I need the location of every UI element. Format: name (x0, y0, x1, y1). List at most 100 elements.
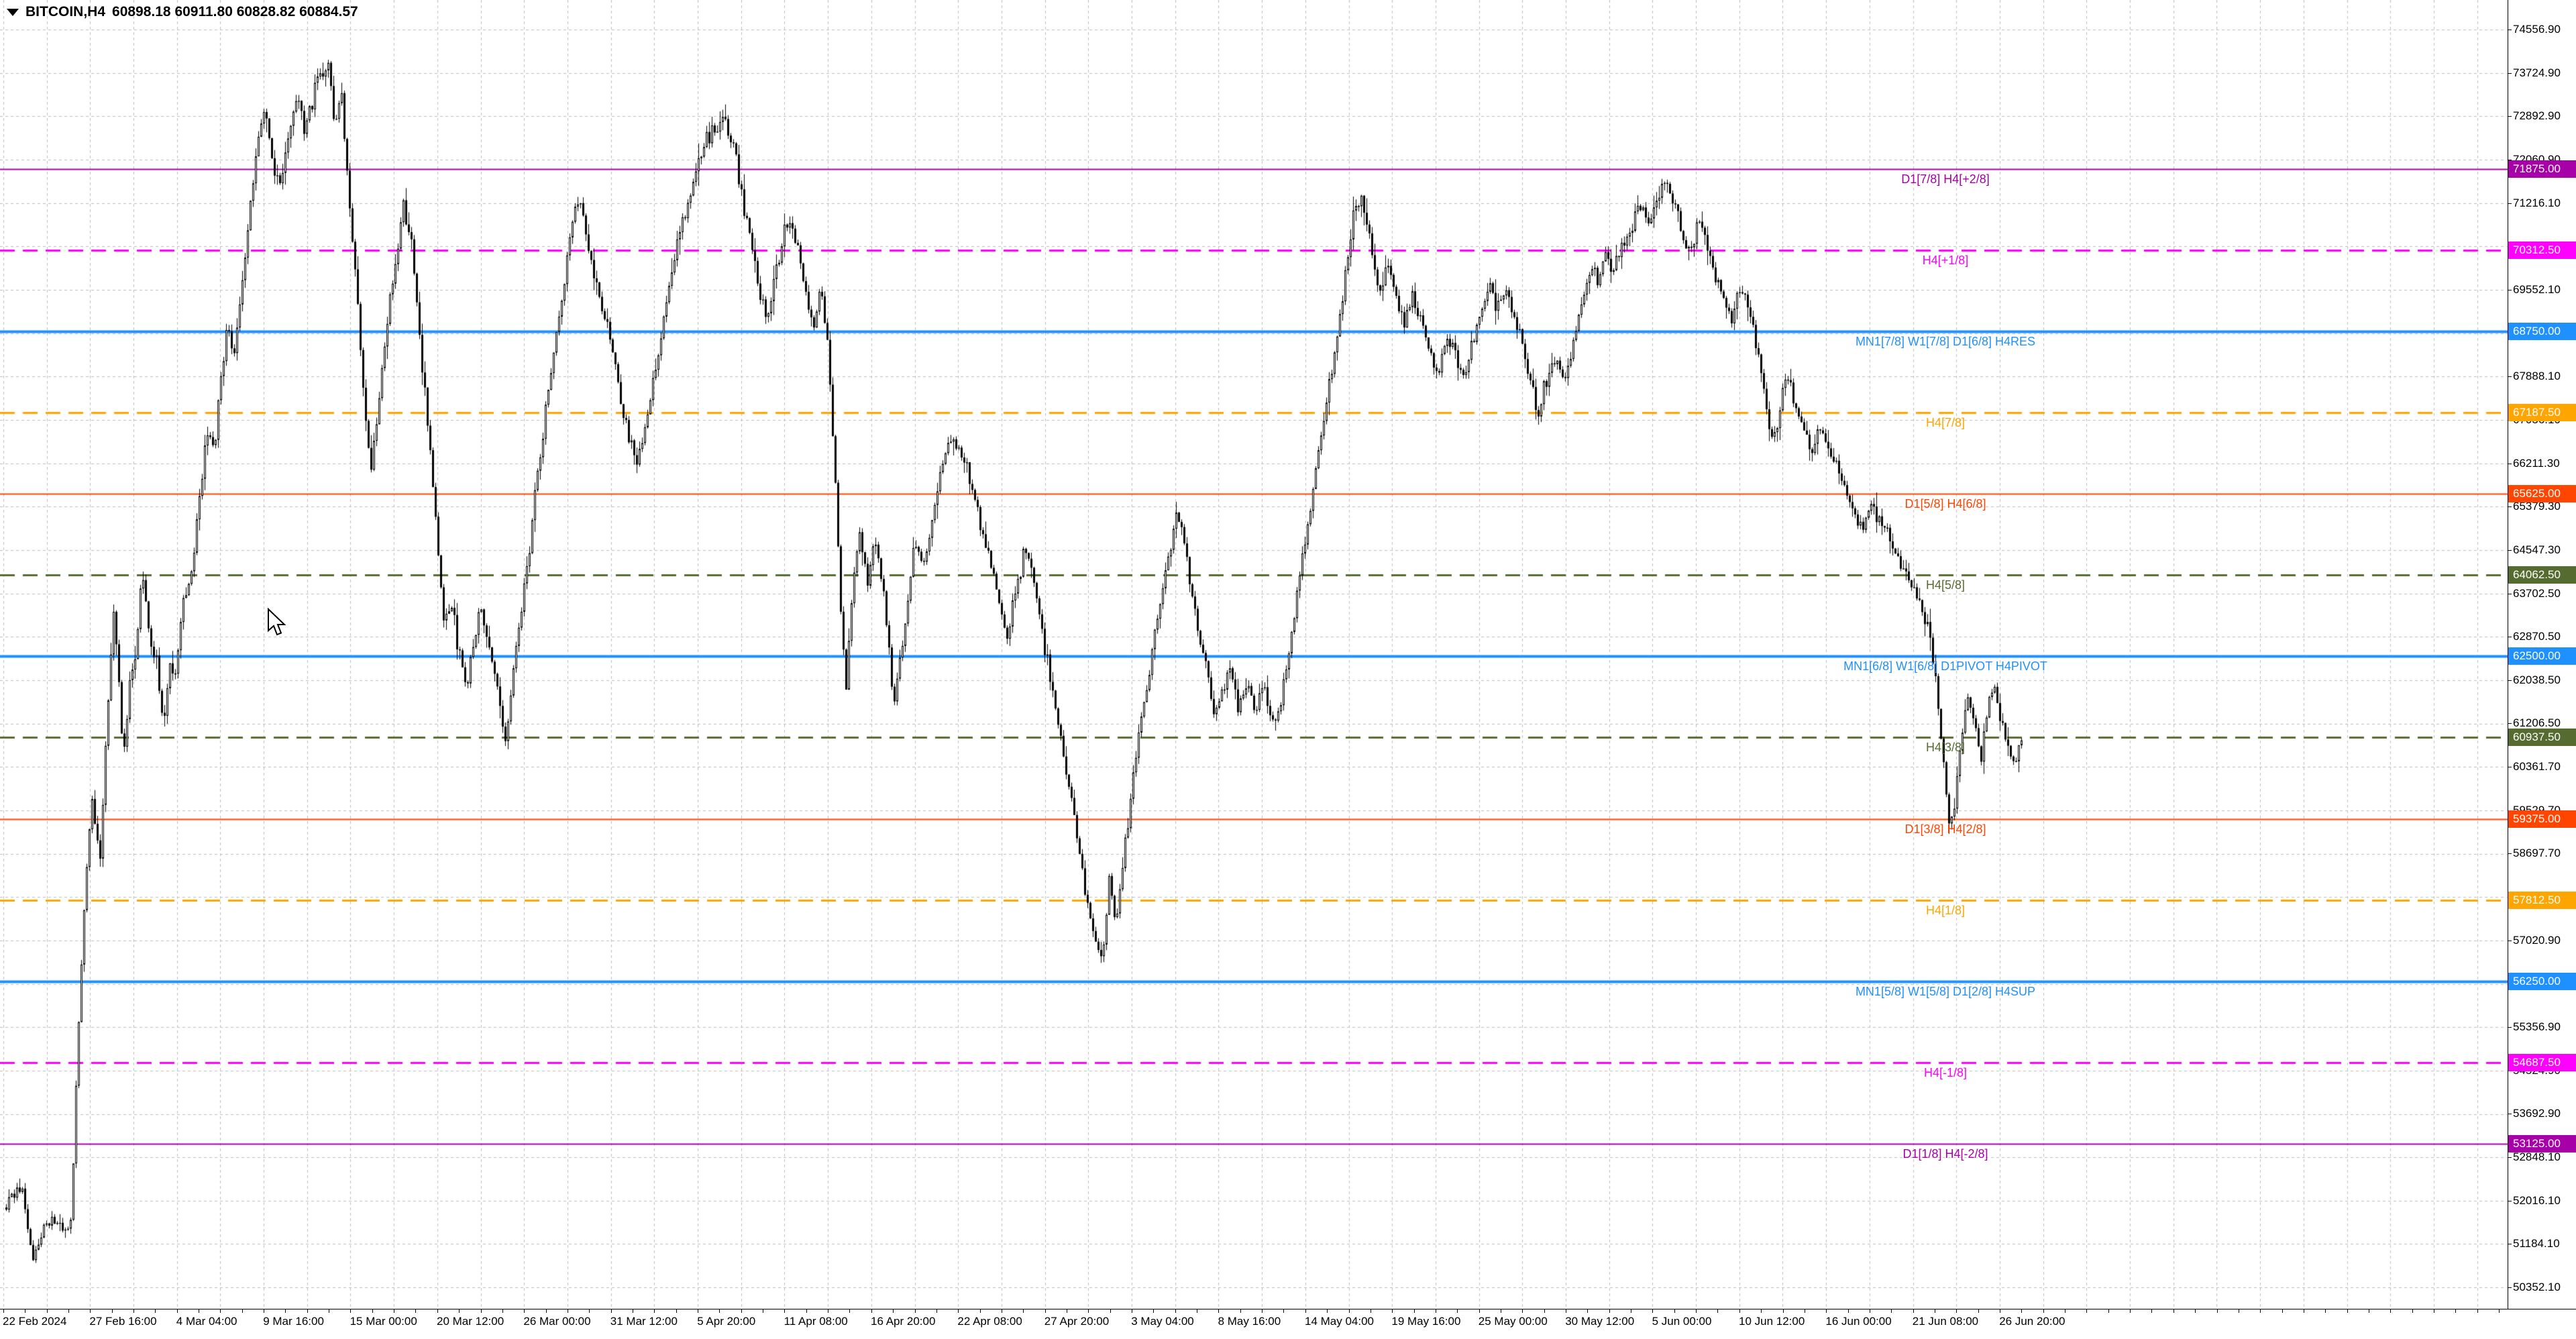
price-axis[interactable]: 74556.90 73724.90 72892.90 72060.90 71216.10… (2508, 0, 2576, 1309)
price-axis-tickmark (2508, 116, 2512, 117)
time-axis-tickmark (480, 1309, 482, 1313)
time-axis-tickmark (806, 1309, 807, 1313)
price-axis-tick-label: 50352.10 (2513, 1280, 2561, 1293)
price-axis-tick-label: 69552.10 (2513, 282, 2561, 296)
time-axis-tickmark (1218, 1309, 1220, 1313)
price-axis-tick-label: 58697.70 (2513, 847, 2561, 860)
price-axis-tick-label: 72892.90 (2513, 109, 2561, 123)
time-axis-label: 20 Mar 12:00 (437, 1315, 504, 1328)
level-price-tag: 59375.00 (2508, 810, 2576, 828)
time-axis-tickmark (2021, 1309, 2023, 1313)
symbol-dropdown-icon[interactable] (7, 8, 19, 16)
price-axis-tick-label: 66211.30 (2513, 456, 2560, 470)
level-price-tag: 56250.00 (2508, 972, 2576, 990)
time-axis-tickmark (1739, 1309, 1740, 1313)
time-axis-tickmark (1392, 1309, 1393, 1313)
time-axis-tickmark (1761, 1309, 1762, 1313)
time-axis-tickmark (610, 1309, 612, 1313)
time-axis-tickmark (1413, 1309, 1415, 1313)
time-axis-tickmark (285, 1309, 286, 1313)
time-axis-tickmark (1348, 1309, 1350, 1313)
time-axis-tickmark (2195, 1309, 2196, 1313)
chart-title: BITCOIN,H4 60898.18 60911.80 60828.82 60… (7, 4, 358, 20)
time-axis-tickmark (1782, 1309, 1784, 1313)
price-axis-tickmark (2508, 853, 2512, 855)
price-axis-tick-label: 52016.10 (2513, 1193, 2561, 1207)
mouse-cursor-icon (268, 608, 286, 636)
time-axis-tickmark (676, 1309, 677, 1313)
price-axis-tick-label: 73724.90 (2513, 66, 2561, 79)
time-axis-tickmark (1457, 1309, 1458, 1313)
time-axis-label: 10 Jun 12:00 (1739, 1315, 1805, 1328)
time-axis-label: 15 Mar 00:00 (350, 1315, 417, 1328)
time-axis-tickmark (1153, 1309, 1155, 1313)
time-axis-tickmark (90, 1309, 91, 1313)
time-axis-tickmark (241, 1309, 243, 1313)
price-axis-tickmark (2508, 203, 2512, 204)
time-axis-tickmark (2347, 1309, 2348, 1313)
time-axis-tickmark (2043, 1309, 2044, 1313)
time-axis-tickmark (68, 1309, 69, 1313)
time-axis-tickmark (1652, 1309, 1654, 1313)
time-axis[interactable]: 22 Feb 2024 27 Feb 16:00 4 Mar 04:00 9 Mar … (0, 1309, 2576, 1339)
time-axis-tickmark (2390, 1309, 2392, 1313)
time-axis-label: 26 Jun 20:00 (1999, 1315, 2065, 1328)
level-price-tag: 57812.50 (2508, 891, 2576, 909)
time-axis-tickmark (1522, 1309, 1523, 1313)
time-axis-tickmark (307, 1309, 308, 1313)
time-axis-tickmark (1544, 1309, 1545, 1313)
level-price-tag: 62500.00 (2508, 647, 2576, 665)
level-label: H4[-1/8] (1923, 1065, 1968, 1079)
time-axis-tickmark (893, 1309, 894, 1313)
time-axis-label: 21 Jun 08:00 (1912, 1315, 1979, 1328)
time-axis-tickmark (741, 1309, 742, 1313)
level-label: D1[1/8] H4[-2/8] (1902, 1146, 1988, 1161)
level-price-tag: 60937.50 (2508, 729, 2576, 747)
time-axis-tickmark (3, 1309, 4, 1313)
time-axis-tickmark (133, 1309, 134, 1313)
time-axis-tickmark (1262, 1309, 1263, 1313)
time-axis-tickmark (111, 1309, 113, 1313)
price-axis-tick-label: 52848.10 (2513, 1150, 2561, 1163)
time-axis-tickmark (1826, 1309, 1827, 1313)
time-axis-label: 26 Mar 00:00 (523, 1315, 591, 1328)
level-price-tag: 71875.00 (2508, 160, 2576, 178)
price-axis-tickmark (2508, 549, 2512, 551)
time-axis-tickmark (849, 1309, 851, 1313)
price-axis-tickmark (2508, 1157, 2512, 1158)
price-axis-tick-label: 55356.90 (2513, 1020, 2561, 1033)
time-axis-tickmark (589, 1309, 590, 1313)
time-axis-label: 31 Mar 12:00 (610, 1315, 678, 1328)
time-axis-tickmark (1175, 1309, 1176, 1313)
time-axis-tickmark (979, 1309, 981, 1313)
price-axis-tickmark (2508, 506, 2512, 508)
time-axis-label: 9 Mar 16:00 (263, 1315, 324, 1328)
time-axis-tickmark (2325, 1309, 2326, 1313)
time-axis-label: 8 May 16:00 (1218, 1315, 1281, 1328)
level-label: D1[5/8] H4[6/8] (1904, 497, 1986, 511)
chart-canvas[interactable] (0, 0, 2508, 1309)
level-label: H4[7/8] (1925, 416, 1966, 430)
time-axis-tickmark (220, 1309, 221, 1313)
level-label: H4[5/8] (1925, 578, 1966, 592)
level-price-tag: 68750.00 (2508, 323, 2576, 341)
ohlc-readout: 60898.18 60911.80 60828.82 60884.57 (112, 4, 358, 19)
time-axis-tickmark (1609, 1309, 1610, 1313)
time-axis-tickmark (914, 1309, 916, 1313)
time-axis-tickmark (415, 1309, 417, 1313)
time-axis-tickmark (2216, 1309, 2218, 1313)
level-label: D1[7/8] H4[+2/8] (1901, 172, 1990, 186)
time-axis-label: 5 Jun 00:00 (1652, 1315, 1712, 1328)
time-axis-tickmark (1696, 1309, 1697, 1313)
time-axis-tickmark (545, 1309, 547, 1313)
level-label: MN1[7/8] W1[7/8] D1[6/8] H4RES (1855, 335, 2036, 349)
time-axis-tickmark (1847, 1309, 1849, 1313)
level-price-tag: 70312.50 (2508, 241, 2576, 259)
time-axis-label: 3 May 04:00 (1131, 1315, 1194, 1328)
time-axis-label: 4 Mar 04:00 (176, 1315, 237, 1328)
time-axis-tickmark (1327, 1309, 1328, 1313)
time-axis-tickmark (46, 1309, 48, 1313)
time-axis-tickmark (437, 1309, 438, 1313)
time-axis-label: 22 Feb 2024 (3, 1315, 67, 1328)
time-axis-tickmark (2130, 1309, 2131, 1313)
